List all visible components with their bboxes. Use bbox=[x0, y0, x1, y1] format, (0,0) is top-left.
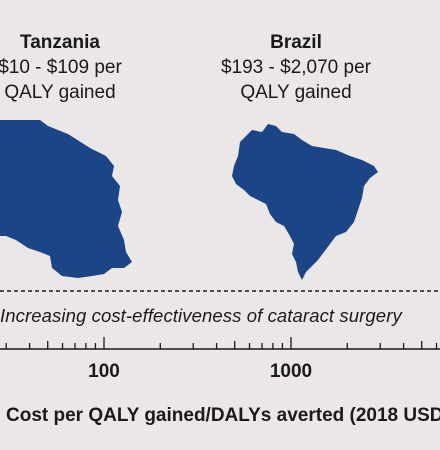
axis-caption: Increasing cost-effectiveness of catarac… bbox=[0, 305, 402, 326]
cost-range-line2: QALY gained bbox=[240, 82, 352, 103]
x-axis-title: Cost per QALY gained/DALYs averted (2018… bbox=[6, 405, 440, 426]
cost-range-line2: QALY gained bbox=[4, 82, 116, 103]
country-name: Brazil bbox=[270, 32, 322, 53]
cost-range-line1: $10 - $109 per bbox=[0, 57, 122, 78]
country-name: Tanzania bbox=[20, 32, 100, 53]
tanzania-map bbox=[0, 120, 132, 278]
brazil-label: Brazil $193 - $2,070 per QALY gained bbox=[186, 31, 406, 105]
x-axis-ticks bbox=[5, 337, 438, 349]
tanzania-label: Tanzania $10 - $109 per QALY gained bbox=[0, 31, 170, 105]
tick-label-100: 100 bbox=[88, 361, 120, 382]
brazil-map bbox=[232, 124, 378, 280]
cost-range-line1: $193 - $2,070 per bbox=[220, 57, 371, 78]
tick-label-1000: 1000 bbox=[269, 361, 313, 382]
